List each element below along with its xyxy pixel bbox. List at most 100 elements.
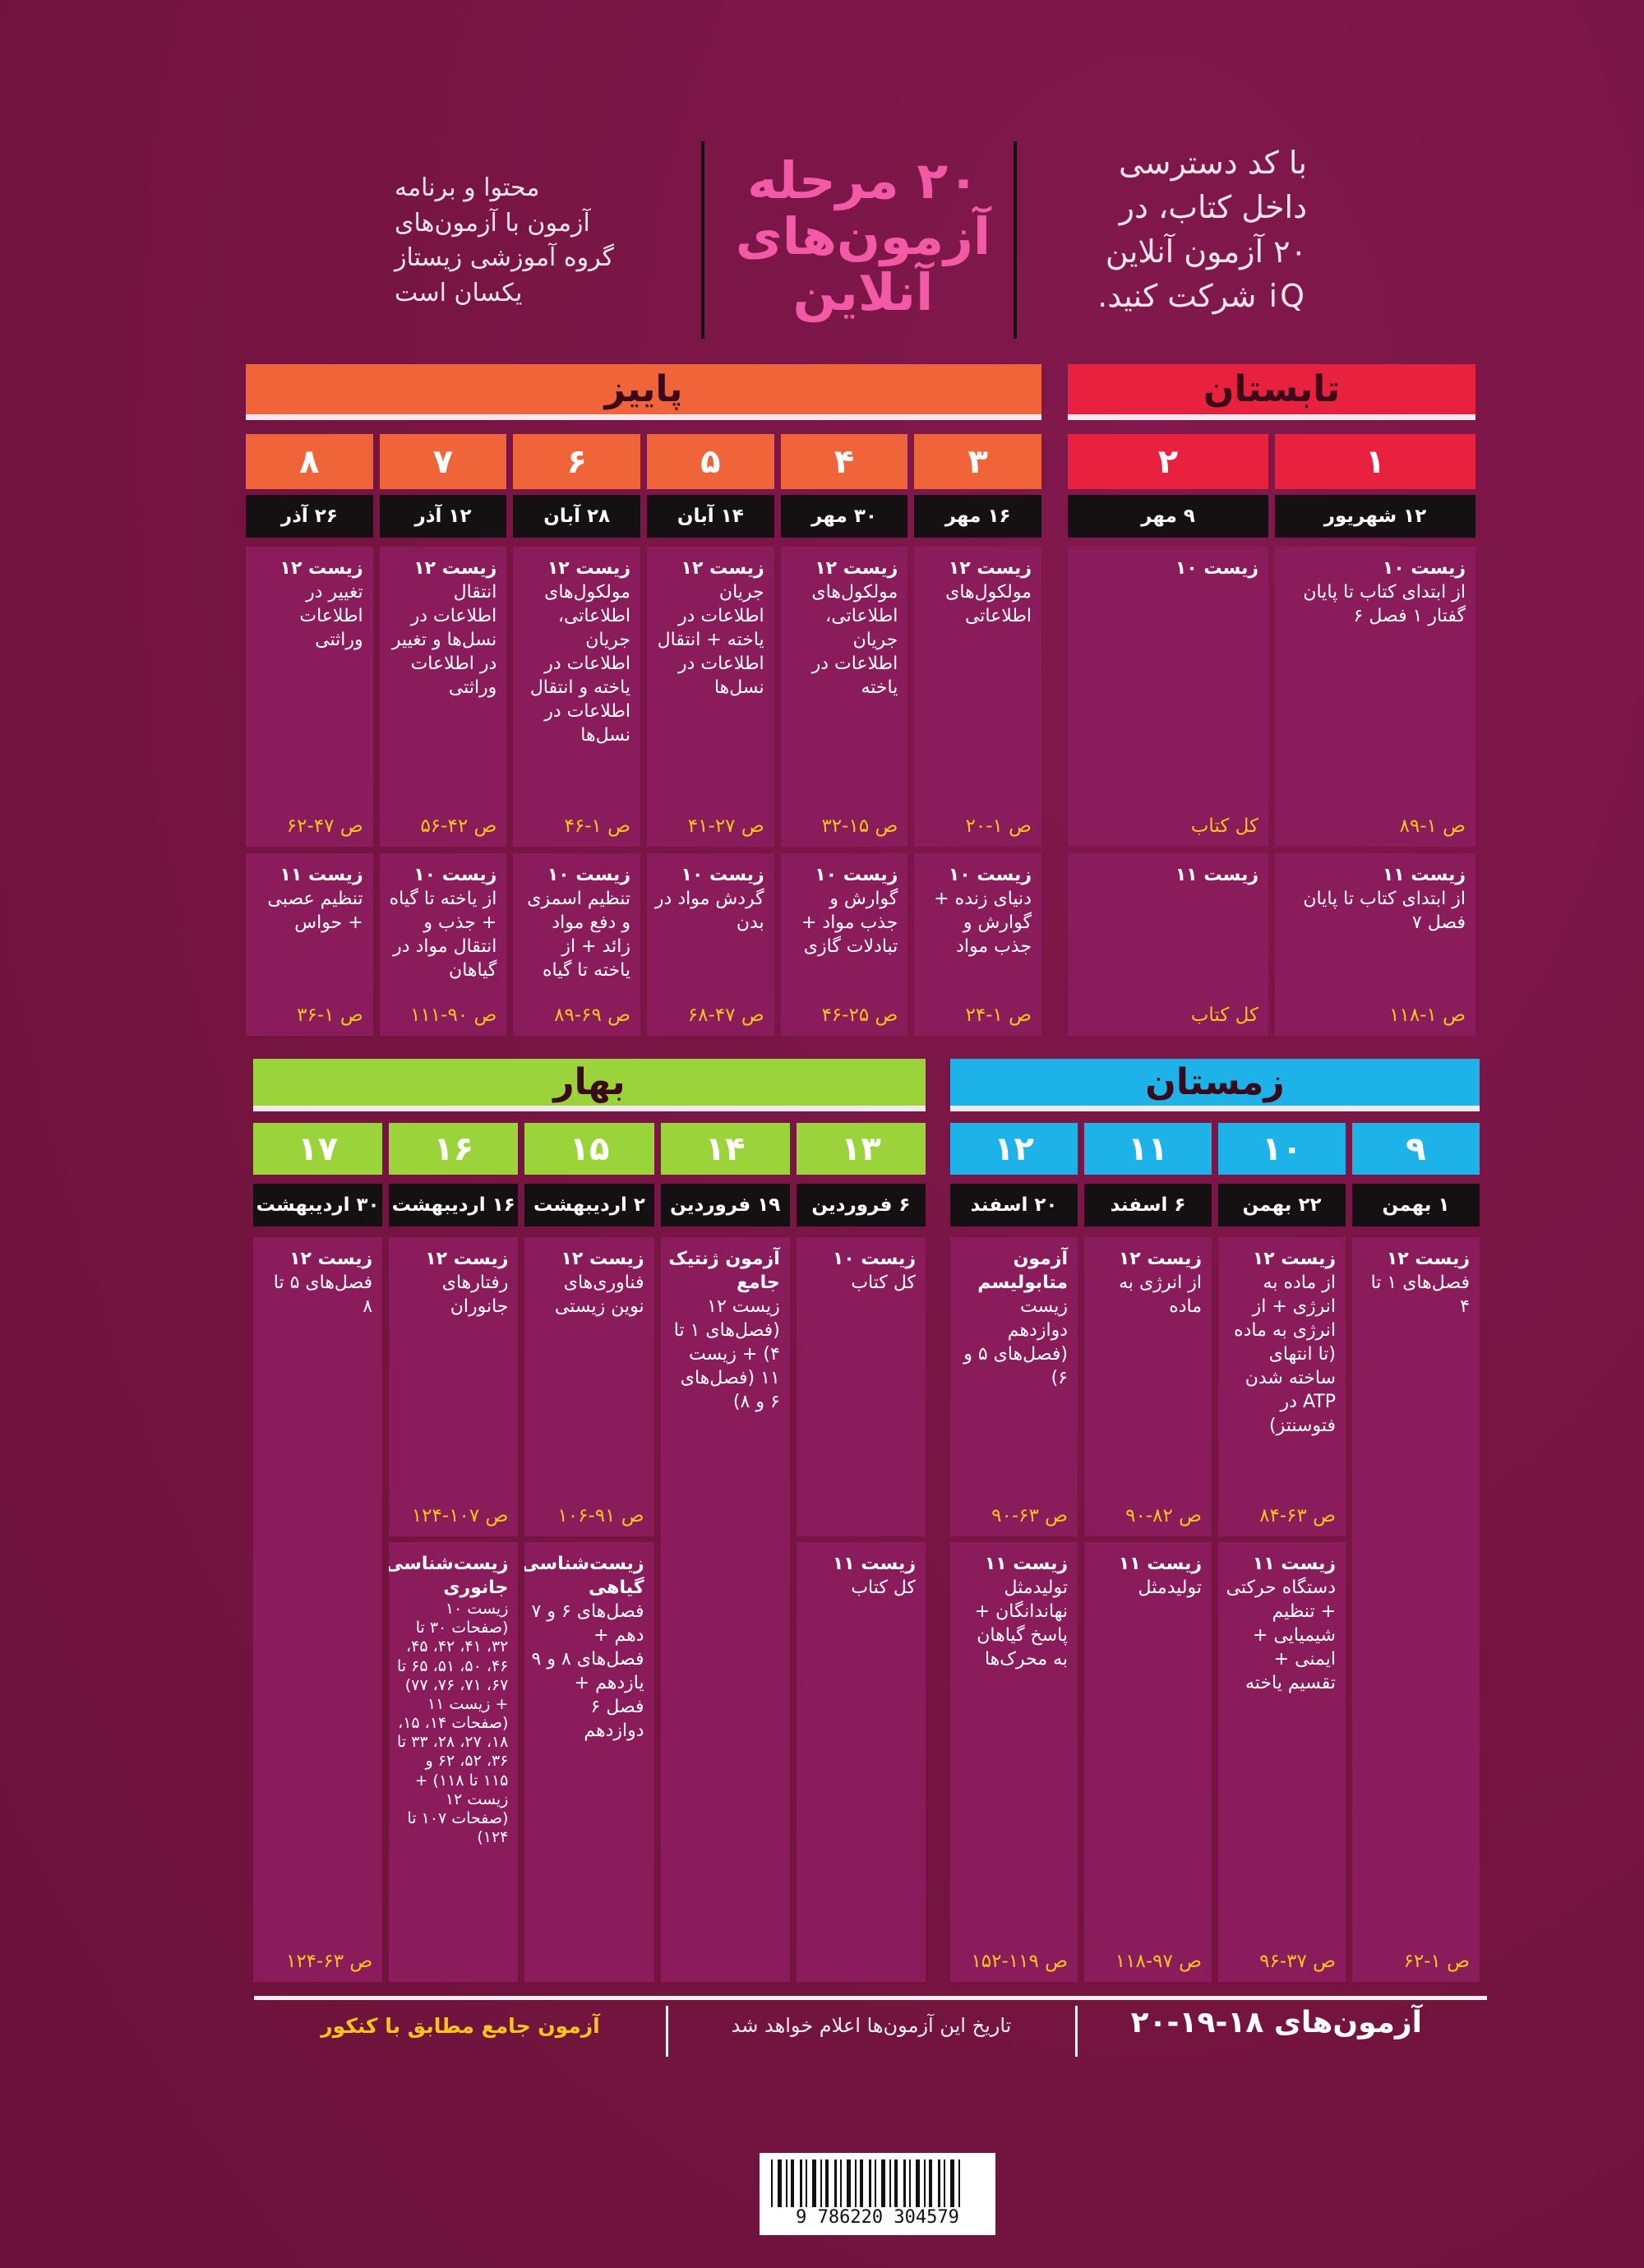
- barcode-bar: [778, 2159, 782, 2207]
- exam-cell: زیست ۱۱ دستگاه حرکتی + تنظیم شیمیایی + ای…: [1218, 1542, 1346, 1982]
- exam-cell: زیست ۱۲ تغییر در اطلاعات وراثتی ص ۴۷-۶۲: [246, 547, 373, 847]
- exam-date: ۱۶ اردیبهشت: [389, 1184, 519, 1226]
- exam-number: ۱۵: [524, 1123, 654, 1175]
- exam-pages: ص ۹۰-۱۱۱: [410, 1004, 497, 1026]
- exam-title: زیست ۱۲: [413, 558, 497, 579]
- exam-date: ۱۴ آبان: [647, 495, 774, 538]
- exam-title: زیست ۱۲: [279, 558, 363, 579]
- exam-title: زیست ۱۲: [425, 1249, 509, 1269]
- exam-pages: کل کتاب: [1190, 1004, 1258, 1026]
- exam-number: ۹: [1352, 1123, 1480, 1175]
- footer-exam: آزمون جامع مطابق با کنکور: [321, 2014, 600, 2038]
- exam-title: زیست ۱۱: [984, 1554, 1068, 1574]
- footer-rule: [254, 1996, 1487, 2000]
- exam-cell: زیست ۱۱ تنظیم عصبی + حواس ص ۱-۳۶: [246, 853, 373, 1036]
- exam-title: زیست ۱۰: [948, 865, 1032, 885]
- exam-body: رفتارهای جانوران: [441, 1273, 509, 1318]
- exam-cell: زیست‌شناسی گیاهی فصل‌های ۶ و ۷ دهم + فصل‌…: [524, 1542, 654, 1982]
- barcode-bar: [889, 2159, 891, 2207]
- exam-cell: زیست ۱۰ کل کتاب: [1068, 547, 1268, 847]
- exam-date: ۶ فروردین: [796, 1184, 926, 1226]
- exam-cell: زیست‌شناسی جانوری زیست ۱۰ (صفحات ۳۰ تا ۳۲…: [389, 1542, 519, 1982]
- exam-body: دنیای زنده + گوارش و جذب مواد: [934, 889, 1032, 958]
- exam-title: زیست ۱۰: [681, 865, 764, 885]
- exam-title: زیست ۱۰: [413, 865, 497, 885]
- exam-cell: زیست ۱۰ تنظیم اسمزی و دفع مواد زائد + از …: [513, 853, 640, 1036]
- exam-cell: زیست ۱۲ از ماده به انرژی + از انرژی به ما…: [1218, 1237, 1346, 1536]
- exam-pages: ص ۶۳-۸۴: [1259, 1504, 1336, 1527]
- exam-cell: زیست ۱۰ دنیای زنده + گوارش و جذب مواد ص ۱-…: [914, 853, 1041, 1036]
- exam-cell: زیست ۱۲ فصل‌های ۵ تا ۸ ص ۶۳-۱۲۴: [253, 1237, 383, 1982]
- exam-body: فناوری‌های نوین زیستی: [554, 1273, 644, 1318]
- barcode-bar: [916, 2159, 920, 2207]
- exam-pages: ص ۴۷-۶۲: [286, 815, 363, 837]
- exam-cell: زیست ۱۱ از ابتدای کتاب تا پایان فصل ۷ ص ۱-…: [1275, 853, 1475, 1036]
- exam-number: ۱۴: [660, 1123, 790, 1175]
- exam-pages: ص ۱-۳۶: [297, 1004, 363, 1026]
- note-line: محتوا و برنامه: [395, 173, 540, 202]
- exam-pages: ص ۱-۸۹: [1399, 815, 1466, 837]
- divider: [701, 141, 704, 339]
- exam-number: ۷: [379, 434, 507, 489]
- exam-title: زیست‌شناسی گیاهی: [524, 1554, 644, 1599]
- exam-cell: زیست ۱۲ مولکول‌های اطلاعاتی، جریان اطلاعا…: [780, 547, 908, 847]
- exam-body: دستگاه حرکتی + تنظیم شیمیایی + ایمنی + ت…: [1226, 1577, 1336, 1694]
- exam-body: تولیدمثل: [1138, 1577, 1202, 1599]
- exam-date: ۲۶ آذر: [246, 495, 373, 538]
- exam-number: ۱۳: [796, 1123, 926, 1175]
- exam-title: زیست ۱۰: [1382, 558, 1466, 579]
- access-line: با کد دسترسی: [1118, 145, 1307, 181]
- exam-cell: زیست ۱۰ گردش مواد در بدن ص ۴۷-۶۸: [647, 853, 774, 1036]
- barcode-bar: [812, 2159, 816, 2207]
- barcode-bar: [944, 2159, 945, 2207]
- exam-title: آزمون متابولیسم: [977, 1249, 1068, 1294]
- title-line: ۲۰ مرحله: [747, 150, 979, 210]
- note-line: یکسان است: [395, 278, 523, 307]
- exam-body: فصل‌های ۱ تا ۴: [1370, 1273, 1470, 1318]
- exam-body: تنظیم اسمزی و دفع مواد زائد + از یاخته ت…: [527, 889, 630, 982]
- barcode-bar: [834, 2159, 837, 2207]
- barcode-bar: [903, 2159, 906, 2207]
- exam-number: ۸: [246, 434, 373, 489]
- exam-body: از انرژی به ماده: [1119, 1273, 1202, 1318]
- exam-body: مولکول‌های اطلاعاتی، جریان اطلاعات در یا…: [811, 582, 898, 699]
- title-line-block: ۲۰ مرحله آزمون‌های آنلاین: [723, 150, 1003, 321]
- exam-pages: ص ۲۵-۴۶: [821, 1004, 898, 1026]
- barcode-bar: [929, 2159, 932, 2207]
- exam-body: فصل‌های ۶ و ۷ دهم + فصل‌های ۸ و ۹ یازدهم…: [531, 1601, 644, 1742]
- barcode-bar: [924, 2159, 926, 2207]
- barcode-bar: [791, 2159, 794, 2207]
- barcode-bar: [840, 2159, 842, 2207]
- barcode-bar: [860, 2159, 863, 2207]
- barcode-bar: [938, 2159, 940, 2207]
- exam-cell: زیست ۱۲ مولکول‌های اطلاعاتی، جریان اطلاعا…: [513, 547, 640, 847]
- exam-body: زیست ۱۲ (فصل‌های ۱ تا ۴) + زیست ۱۱ (فصل‌…: [673, 1296, 780, 1413]
- exam-number: ۳: [914, 434, 1041, 489]
- exam-title: زیست ۱۲: [1118, 1249, 1202, 1269]
- exam-body: از ماده به انرژی + از انرژی به ماده (تا …: [1234, 1273, 1336, 1437]
- exam-title: زیست ۱۲: [561, 1249, 644, 1269]
- exam-pages: ص ۱۱۹-۱۵۲: [971, 1950, 1068, 1972]
- exam-pages: ص ۲۷-۴۱: [687, 815, 764, 837]
- note-line: گروه آموزشی زیستاز: [395, 243, 614, 273]
- exam-date: ۱۶ مهر: [914, 495, 1041, 538]
- exam-date: ۱۹ فروردین: [660, 1184, 790, 1226]
- exam-date: ۳۰ مهر: [780, 495, 908, 538]
- exam-number: ۱۶: [389, 1123, 519, 1175]
- exam-date: ۲۰ اسفند: [950, 1184, 1078, 1226]
- exam-date: ۲ اردیبهشت: [524, 1184, 654, 1226]
- exam-title: زیست ۱۱: [1118, 1554, 1202, 1574]
- footer-title: آزمون‌های ۱۸-۱۹-۲۰: [1130, 2006, 1422, 2039]
- exam-cell: زیست ۱۰ از یاخته تا گیاه + جذب و انتقال م…: [379, 853, 507, 1036]
- exam-cell: زیست ۱۲ رفتارهای جانوران ص ۱۰۷-۱۲۴: [389, 1237, 519, 1536]
- barcode-bar: [820, 2159, 822, 2207]
- exam-date: ۹ مهر: [1068, 495, 1268, 538]
- barcode-bar: [771, 2159, 773, 2207]
- exam-number: ۱: [1275, 434, 1475, 489]
- exam-body: کل کتاب: [851, 1273, 916, 1294]
- exam-title: زیست ۱۰: [547, 865, 630, 885]
- exam-pages: ص ۱-۶۲: [1403, 1950, 1470, 1972]
- exam-number: ۱۲: [950, 1123, 1078, 1175]
